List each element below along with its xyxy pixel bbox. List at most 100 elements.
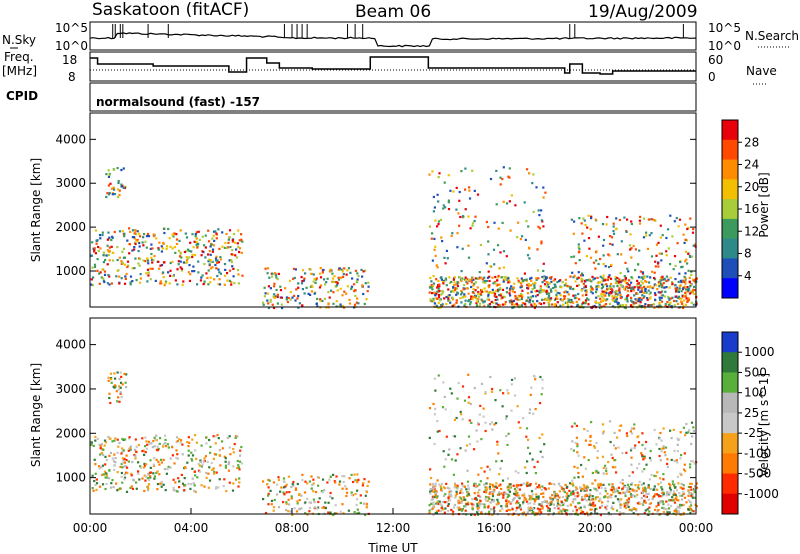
data-cell bbox=[450, 234, 453, 237]
data-cell bbox=[491, 428, 494, 431]
data-cell bbox=[688, 280, 691, 283]
data-cell bbox=[599, 275, 602, 278]
data-cell bbox=[464, 167, 467, 170]
data-cell bbox=[585, 291, 588, 294]
data-cell bbox=[236, 242, 239, 245]
data-cell bbox=[215, 255, 218, 258]
data-cell bbox=[207, 229, 210, 232]
data-cell bbox=[509, 502, 512, 505]
data-cell bbox=[682, 487, 685, 490]
data-cell bbox=[517, 484, 520, 487]
data-cell bbox=[240, 462, 243, 465]
data-cell bbox=[94, 252, 97, 255]
data-cell bbox=[560, 486, 563, 489]
data-cell bbox=[191, 233, 194, 236]
data-cell bbox=[350, 285, 353, 288]
data-cell bbox=[542, 495, 545, 499]
data-cell bbox=[528, 301, 531, 304]
data-cell bbox=[99, 453, 102, 456]
data-cell bbox=[617, 491, 620, 494]
data-cell bbox=[308, 506, 312, 510]
data-cell bbox=[656, 488, 659, 491]
data-cell bbox=[123, 473, 126, 476]
data-cell bbox=[548, 482, 551, 485]
data-cell bbox=[591, 498, 594, 501]
data-cell bbox=[516, 405, 519, 408]
data-cell bbox=[488, 510, 491, 513]
data-cell bbox=[613, 300, 617, 303]
data-cell bbox=[447, 509, 450, 513]
data-cell bbox=[673, 299, 676, 303]
data-cell bbox=[660, 278, 663, 281]
data-cell bbox=[581, 272, 584, 275]
data-cell bbox=[223, 274, 227, 277]
data-cell bbox=[612, 459, 616, 462]
colorbar-tick-label: -500 bbox=[744, 467, 771, 481]
data-cell bbox=[215, 267, 218, 270]
data-cell bbox=[523, 278, 526, 282]
data-cell bbox=[675, 295, 678, 298]
data-cell bbox=[684, 295, 687, 298]
data-cell bbox=[178, 438, 181, 441]
data-cell bbox=[113, 188, 116, 191]
colorbar-tick-label: 16 bbox=[744, 202, 759, 216]
data-cell bbox=[130, 474, 133, 477]
data-cell bbox=[436, 290, 439, 293]
data-cell bbox=[629, 248, 632, 251]
data-cell bbox=[570, 491, 573, 495]
data-cell bbox=[572, 276, 575, 279]
colorbar-tick-label: 100 bbox=[744, 386, 767, 400]
data-cell bbox=[298, 302, 301, 305]
data-cell bbox=[495, 503, 498, 506]
data-cell bbox=[657, 509, 660, 512]
data-cell bbox=[595, 250, 598, 253]
data-cell bbox=[295, 510, 299, 513]
data-cell bbox=[356, 473, 359, 476]
data-cell bbox=[92, 489, 95, 492]
data-cell bbox=[571, 490, 574, 493]
data-cell bbox=[444, 458, 447, 461]
data-cell bbox=[591, 503, 594, 506]
colorbar-swatch bbox=[722, 179, 738, 200]
data-cell bbox=[110, 245, 113, 248]
data-cell bbox=[685, 501, 688, 504]
data-cell bbox=[181, 482, 185, 485]
data-cell bbox=[644, 280, 647, 283]
data-cell bbox=[165, 247, 168, 250]
data-cell bbox=[585, 485, 588, 488]
data-cell bbox=[615, 509, 619, 512]
data-cell bbox=[232, 267, 235, 270]
data-cell bbox=[637, 282, 640, 285]
data-cell bbox=[495, 284, 498, 287]
data-cell bbox=[676, 296, 679, 299]
data-cell bbox=[601, 501, 604, 504]
data-cell bbox=[442, 450, 445, 453]
data-cell bbox=[674, 264, 677, 267]
data-cell bbox=[609, 440, 612, 444]
data-cell bbox=[682, 306, 685, 309]
data-cell bbox=[486, 499, 489, 502]
data-cell bbox=[624, 494, 627, 498]
data-cell bbox=[547, 296, 550, 299]
data-cell bbox=[606, 215, 609, 219]
data-cell bbox=[649, 297, 652, 300]
data-cell bbox=[629, 487, 632, 490]
data-cell bbox=[640, 280, 643, 283]
data-cell bbox=[624, 277, 627, 280]
data-cell bbox=[313, 278, 316, 281]
data-cell bbox=[367, 281, 370, 284]
data-cell bbox=[165, 472, 168, 475]
data-cell bbox=[516, 487, 519, 490]
data-cell bbox=[109, 401, 112, 405]
data-cell bbox=[208, 263, 211, 266]
data-cell bbox=[470, 295, 473, 298]
data-cell bbox=[536, 460, 539, 463]
data-cell bbox=[95, 242, 98, 245]
data-cell bbox=[455, 299, 458, 302]
data-cell bbox=[530, 303, 533, 306]
data-cell bbox=[547, 506, 550, 509]
cpid-label: CPID bbox=[6, 89, 38, 103]
data-cell bbox=[577, 454, 580, 457]
data-cell bbox=[491, 483, 494, 487]
data-cell bbox=[455, 208, 458, 211]
